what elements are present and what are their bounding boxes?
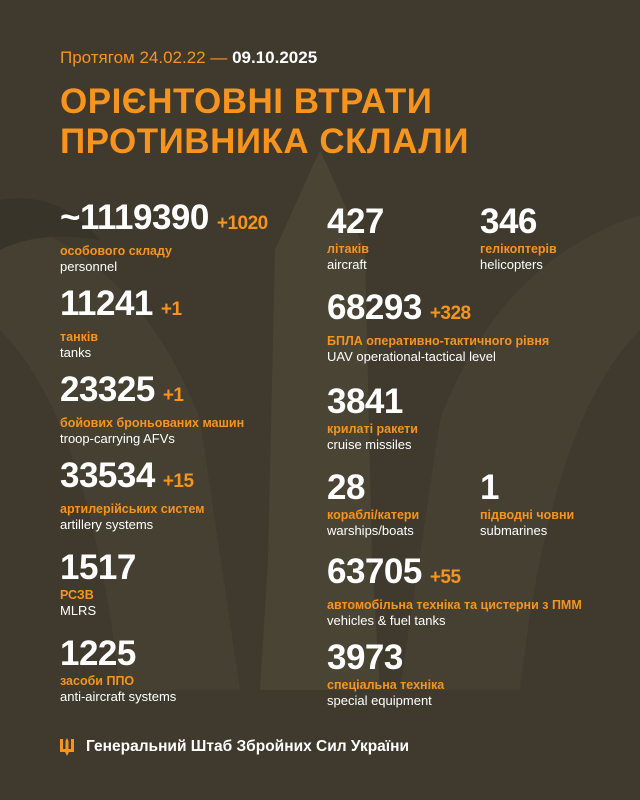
stat-label-ua: артилерійських систем <box>60 502 205 516</box>
stat-label-ua: БПЛА оперативно-тактичного рівня <box>327 334 550 348</box>
trident-icon <box>60 738 74 756</box>
stat-delta: +55 <box>429 567 461 588</box>
stat-label-ua: кораблі/катери <box>327 508 420 522</box>
stat-delta: +1 <box>162 385 184 406</box>
stat-label-ua: літаків <box>327 242 369 256</box>
stat-value: 1 <box>480 468 499 507</box>
stat-value: 23325 <box>60 370 155 409</box>
stat-value: 1225 <box>60 634 136 673</box>
stat-value: 427 <box>327 202 384 241</box>
stat-warships: 28 кораблі/катери warships/boats <box>327 470 419 539</box>
stat-label-ua: крилаті ракети <box>327 422 418 436</box>
stat-label-en: aircraft <box>327 257 367 272</box>
stat-value: 3973 <box>327 638 403 677</box>
stat-value: 11241 <box>60 284 153 323</box>
stat-label-ua: бойових броньованих машин <box>60 416 245 430</box>
stat-label-en: warships/boats <box>327 523 414 538</box>
stat-anti-aircraft: 1225 засоби ППО anti-aircraft systems <box>60 636 176 705</box>
stat-label-en: submarines <box>480 523 548 538</box>
stat-label-en: vehicles & fuel tanks <box>327 613 446 628</box>
stat-delta: +15 <box>162 471 194 492</box>
stat-mlrs: 1517 РСЗВ MLRS <box>60 550 136 619</box>
stat-uav: 68293 +328 БПЛА оперативно-тактичного рівн… <box>327 290 549 365</box>
stat-delta: +328 <box>429 303 471 324</box>
period-prefix: Протягом 24.02.22 — <box>60 48 228 67</box>
footer-organization: Генеральний Штаб Збройних Сил України <box>86 738 410 755</box>
stat-label-en: personnel <box>60 259 118 274</box>
stat-value: 1517 <box>60 548 136 587</box>
stat-label-ua: засоби ППО <box>60 674 135 688</box>
stat-label-ua: спеціальна техніка <box>327 678 445 692</box>
stat-special-equipment: 3973 спеціальна техніка special equipment <box>327 640 444 709</box>
stat-label-en: special equipment <box>327 693 432 708</box>
stat-value: 3841 <box>327 382 403 421</box>
stat-submarines: 1 підводні човни submarines <box>480 470 574 539</box>
stat-label-en: cruise missiles <box>327 437 412 452</box>
period-subtitle: Протягом 24.02.22 — 09.10.2025 <box>60 48 317 68</box>
stat-label-ua: гелікоптерів <box>480 242 557 256</box>
stat-label-en: anti-aircraft systems <box>60 689 177 704</box>
stat-artillery: 33534 +15 артилерійських систем artillery s… <box>60 458 205 533</box>
stat-label-ua: підводні човни <box>480 508 575 522</box>
stat-label-en: MLRS <box>60 603 97 618</box>
stat-afvs: 23325 +1 бойових броньованих машин troop-ca… <box>60 372 244 447</box>
stat-label-en: troop-carrying AFVs <box>60 431 175 446</box>
stat-label-en: tanks <box>60 345 92 360</box>
stat-delta: +1 <box>160 299 182 320</box>
stat-label-ua: РСЗВ <box>60 588 94 602</box>
period-end-date: 09.10.2025 <box>232 48 318 67</box>
title-line-1: ОРІЄНТОВНІ ВТРАТИ <box>60 82 433 121</box>
stat-value: ~1119390 <box>60 198 209 237</box>
stat-personnel: ~1119390 +1020 особового складу personnel <box>60 200 268 275</box>
stat-label-ua: танків <box>60 330 99 344</box>
stat-tanks: 11241 +1 танків tanks <box>60 286 182 361</box>
stat-vehicles: 63705 +55 автомобільна техніка та цистерни… <box>327 554 582 629</box>
stat-helicopters: 346 гелікоптерів helicopters <box>480 204 557 273</box>
title-line-2: ПРОТИВНИКА СКЛАЛИ <box>60 122 469 161</box>
stat-delta: +1020 <box>216 213 268 234</box>
stat-value: 346 <box>480 202 537 241</box>
stat-value: 33534 <box>60 456 155 495</box>
stat-cruise-missiles: 3841 крилаті ракети cruise missiles <box>327 384 418 453</box>
footer: Генеральний Штаб Збройних Сил України <box>60 738 409 756</box>
stat-label-en: artillery systems <box>60 517 154 532</box>
stat-label-en: UAV operational-tactical level <box>327 349 496 364</box>
stat-label-ua: особового складу <box>60 244 173 258</box>
stat-value: 63705 <box>327 552 422 591</box>
page-title: ОРІЄНТОВНІ ВТРАТИ ПРОТИВНИКА СКЛАЛИ <box>60 82 469 162</box>
stat-aircraft: 427 літаків aircraft <box>327 204 384 273</box>
stat-value: 68293 <box>327 288 422 327</box>
stat-label-ua: автомобільна техніка та цистерни з ПММ <box>327 598 582 612</box>
stat-value: 28 <box>327 468 365 507</box>
stat-label-en: helicopters <box>480 257 543 272</box>
